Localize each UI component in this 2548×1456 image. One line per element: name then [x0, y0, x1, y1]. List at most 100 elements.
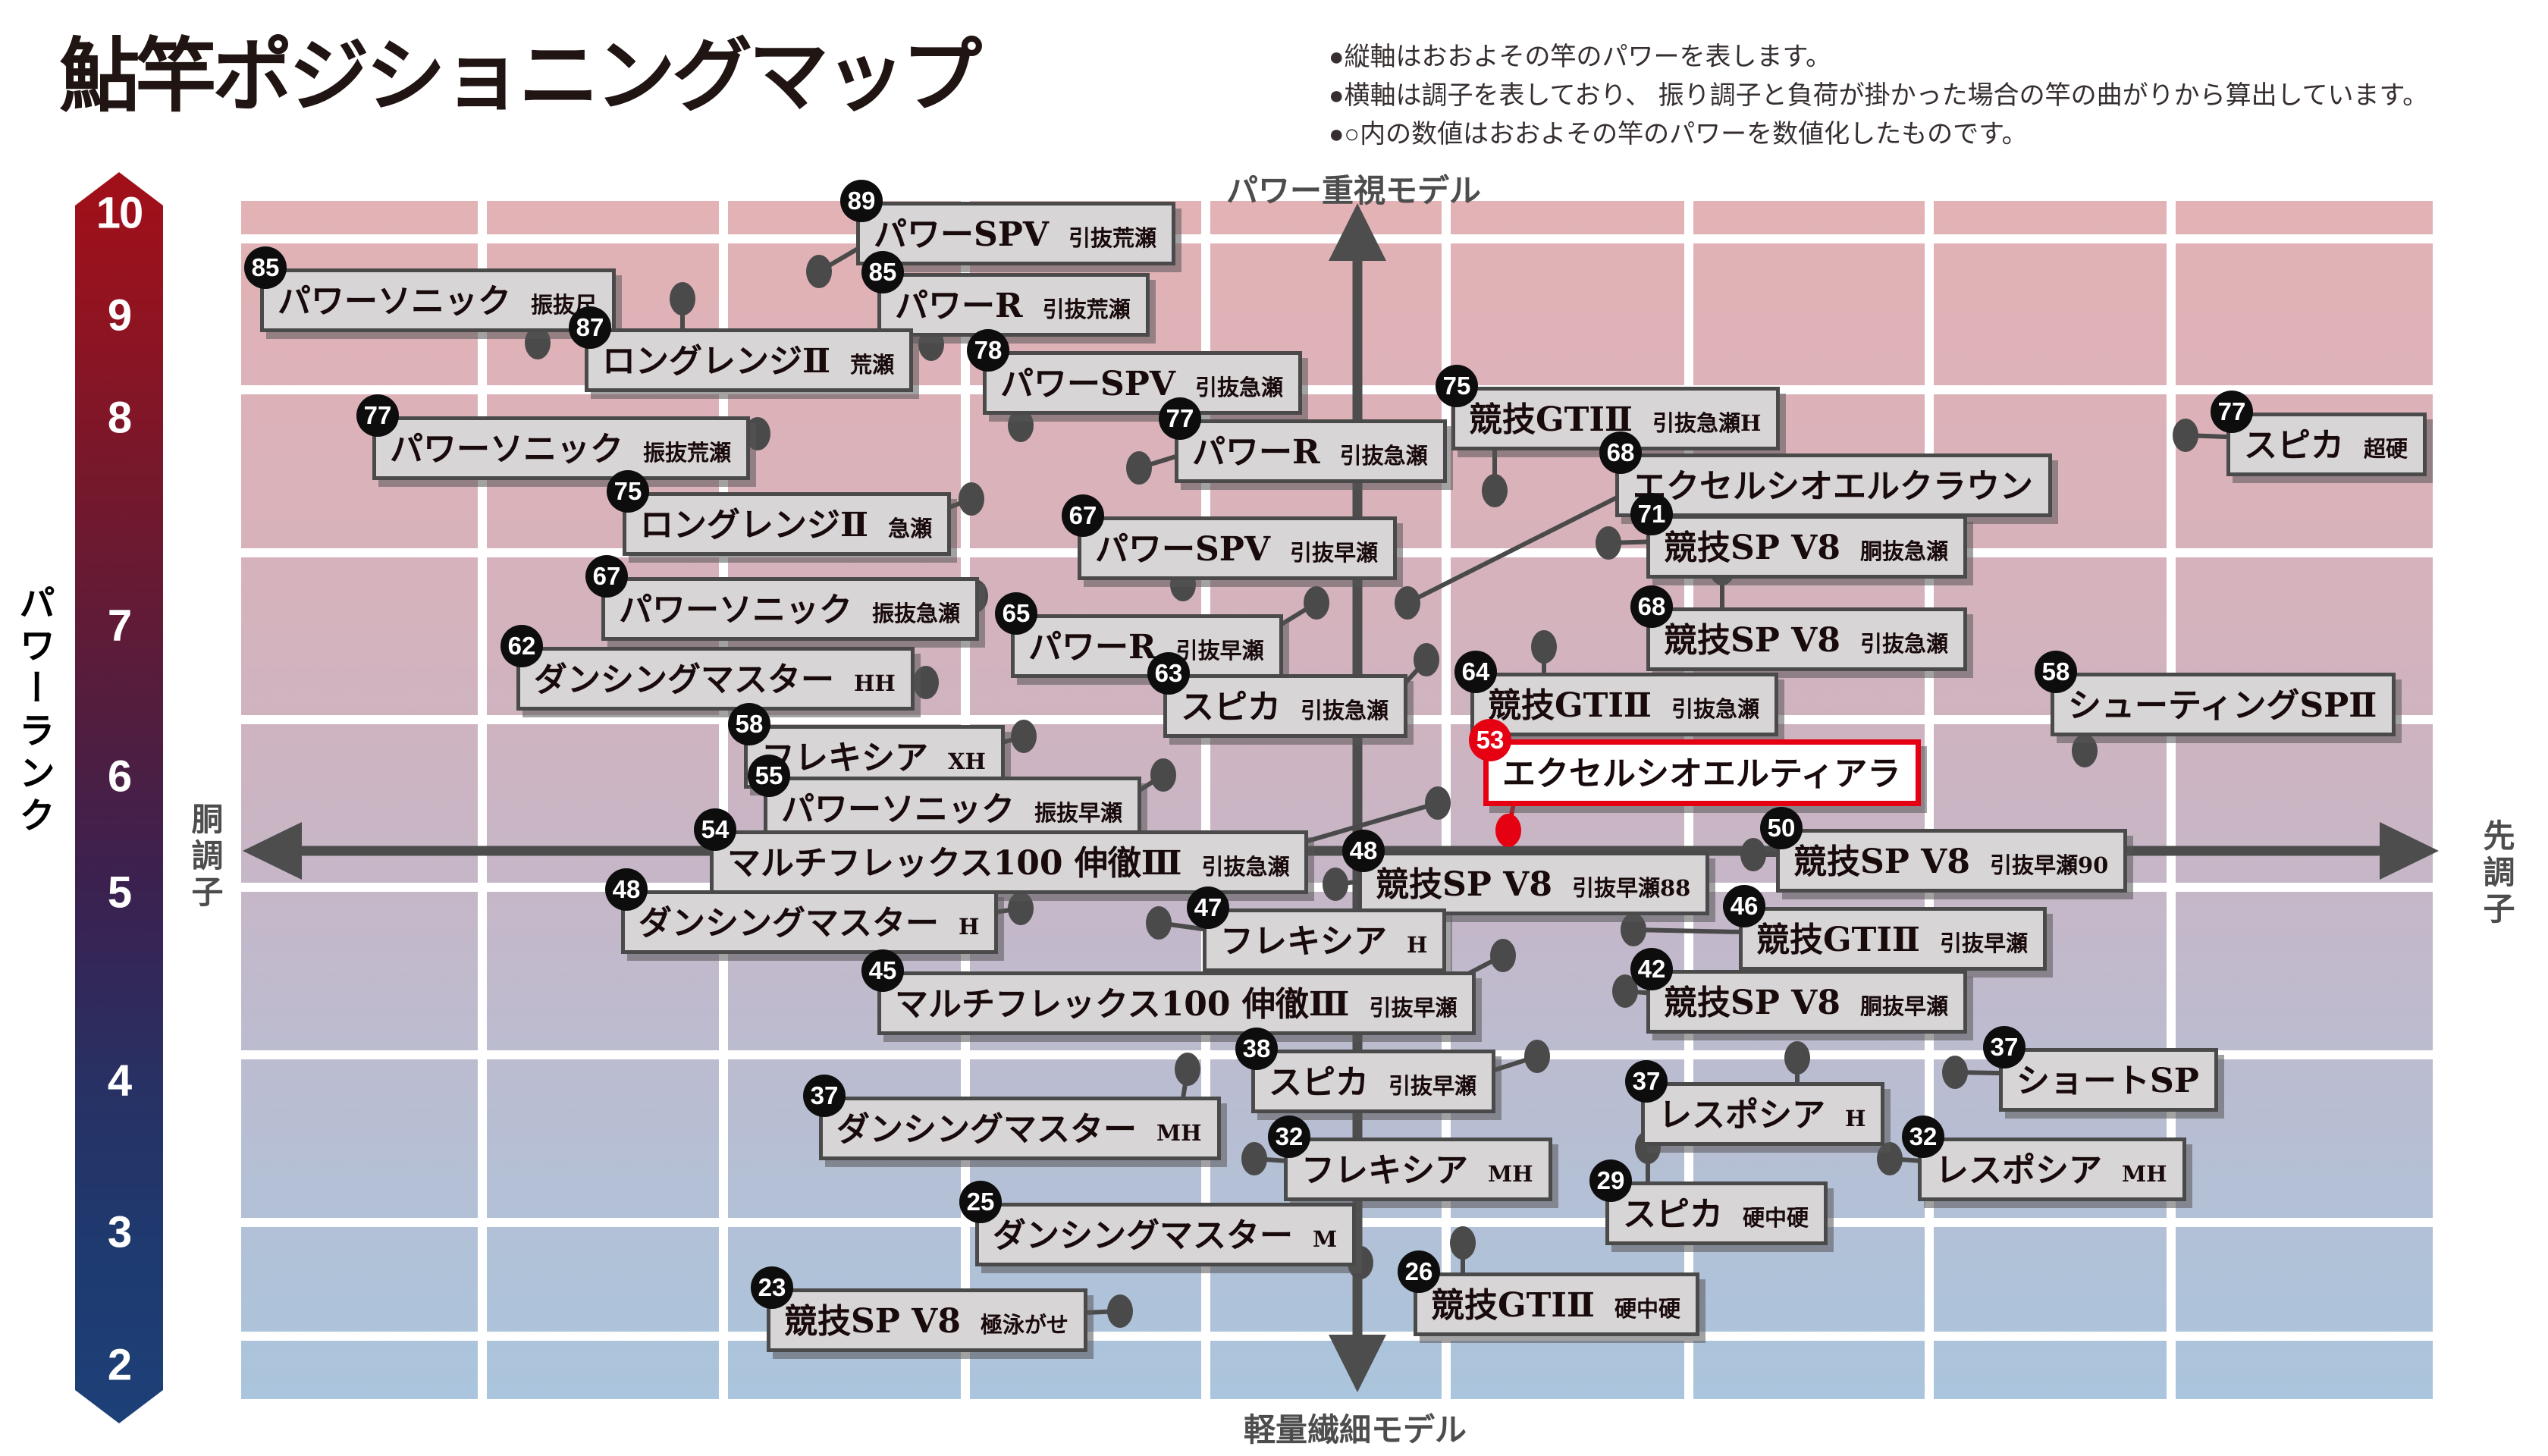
- power-rank-bar: 10 9 8 7 6 5 4 3 2: [75, 172, 163, 1423]
- rank-tick: 7: [107, 601, 132, 651]
- rank-tick: 5: [107, 868, 132, 918]
- data-point-dot: [1146, 906, 1172, 940]
- rod-variant: 胴抜急瀬: [1859, 538, 1948, 564]
- data-point-dot: [1621, 913, 1646, 946]
- rod-variant: 引抜急瀬H: [1652, 410, 1762, 436]
- rod-name: 競技SP V8: [1664, 984, 1840, 1022]
- data-point-dot: [1304, 586, 1329, 620]
- rod-variant: 硬中硬: [1614, 1296, 1680, 1322]
- rod-name: 競技SP V8: [1793, 843, 1970, 881]
- rod-name: エクセルシオエルティアラ: [1502, 755, 1901, 793]
- power-badge: 50: [1760, 807, 1803, 849]
- rod-variant: M: [1313, 1226, 1338, 1252]
- connector-line: [1406, 477, 1655, 605]
- rod-variant: 引抜荒瀬: [1068, 225, 1157, 251]
- data-point-dot: [1126, 451, 1152, 485]
- rod-name: ダンシングマスター: [836, 1110, 1137, 1149]
- rod-variant: 振抜早瀬: [1034, 800, 1123, 826]
- rod-name: パワーソニック: [390, 430, 623, 469]
- data-point-dot: [670, 282, 695, 315]
- rod-label: 32 フレキシア MH: [1268, 1116, 1552, 1201]
- power-badge: 71: [1630, 493, 1673, 535]
- rod-name: 競技GTIⅡ: [1431, 1286, 1595, 1325]
- rod-label: 71 競技SP V8 胴抜急瀬: [1630, 493, 1967, 579]
- power-badge: 48: [605, 868, 648, 911]
- rod-variant: 引抜早瀬88: [1571, 875, 1691, 901]
- rod-name: レスポシア: [1658, 1096, 1825, 1134]
- rod-label: 55 パワーソニック 振抜早瀬: [748, 755, 1142, 840]
- power-rank-axis-label: パワーランク: [13, 584, 53, 839]
- rod-variant: 荒瀬: [850, 352, 895, 378]
- rod-label: 32 レスポシア MH: [1902, 1116, 2186, 1201]
- rod-label: 85 パワーR 引抜荒瀬: [861, 251, 1150, 337]
- rod-label: 23 競技SP V8 極泳がせ: [751, 1266, 1087, 1352]
- data-point-dot: [1414, 643, 1439, 676]
- power-badge: 65: [995, 592, 1037, 635]
- rod-label: 37 ショートSP: [1983, 1026, 2218, 1112]
- rank-tick: 6: [107, 752, 132, 802]
- rod-variant: 引抜急瀬: [1301, 698, 1389, 723]
- data-point-dot: [1450, 1226, 1476, 1260]
- rod-variant: 振抜荒瀬: [643, 440, 732, 466]
- rod-name: パワーR: [1028, 628, 1156, 667]
- data-point-dot: [1107, 1294, 1133, 1328]
- data-point-dot: [1425, 786, 1451, 820]
- rod-variant: H: [959, 914, 980, 940]
- rod-variant: MH: [1156, 1120, 1202, 1146]
- page-title: 鮎竿ポジショニングマップ: [59, 32, 982, 121]
- data-point-dot: [1482, 474, 1508, 507]
- rod-variant: 引抜早瀬: [1369, 995, 1458, 1021]
- rod-name: ロングレンジⅡ: [640, 506, 869, 544]
- rod-label: 67 パワーソニック 振抜急瀬: [585, 555, 980, 641]
- rod-name: 競技SP V8: [1664, 621, 1840, 660]
- axis-label-saki-choshi: 先調子: [2479, 819, 2515, 928]
- rod-name: シューティングSPⅡ: [2068, 686, 2377, 725]
- data-point-dot: [1323, 868, 1348, 901]
- rank-tick: 9: [107, 290, 132, 340]
- axis-label-do-choshi: 胴調子: [187, 802, 223, 912]
- rod-name: パワーSPV: [874, 215, 1049, 254]
- data-point-dot: [1008, 892, 1034, 925]
- rod-label: 75 ロングレンジⅡ 急瀬: [607, 470, 952, 556]
- data-point-dot: [1490, 939, 1516, 972]
- legend-notes: ●縦軸はおおよその竿のパワーを表します。 ●横軸は調子を表しており、 振り調子と…: [1329, 38, 2428, 154]
- rod-label: 48 ダンシングマスター H: [605, 868, 999, 954]
- data-point-dot: [1531, 630, 1557, 664]
- power-badge: 62: [500, 625, 543, 667]
- rod-label: 85 パワーソニック 振抜尺: [244, 246, 617, 332]
- data-point-dot: [1740, 838, 1766, 871]
- data-point-dot: [913, 666, 939, 699]
- rod-name: フレキシア: [1301, 1151, 1468, 1190]
- power-badge: 38: [1235, 1028, 1278, 1070]
- rod-variant: 引抜急瀬: [1339, 443, 1428, 469]
- rod-variant: 引抜早瀬: [1290, 540, 1379, 566]
- note-circle-values: ●○内の数値はおおよその竿のパワーを数値化したものです。: [1329, 120, 2028, 149]
- data-point-dot: [1395, 586, 1420, 620]
- rank-tick: 2: [107, 1340, 132, 1390]
- rod-name: レスポシア: [1935, 1151, 2102, 1190]
- rank-tick: 8: [107, 393, 132, 443]
- arrowhead-up-icon: [1329, 203, 1386, 261]
- rod-label: 67 パワーSPV 引抜早瀬: [1062, 494, 1398, 580]
- note-horizontal-axis: ●横軸は調子を表しており、 振り調子と負荷が掛かった場合の竿の曲がりから算出して…: [1329, 81, 2429, 110]
- rod-variant: 硬中硬: [1743, 1205, 1809, 1231]
- axis-label-light-model: 軽量繊細モデル: [1244, 1412, 1467, 1448]
- gridline-v: [478, 201, 487, 1399]
- rod-name: パワーSPV: [1000, 365, 1175, 403]
- gridline-h: [241, 234, 2433, 243]
- rod-name: 競技SP V8: [1664, 529, 1840, 567]
- rod-label: 50 競技SP V8 引抜早瀬90: [1760, 807, 2128, 893]
- rod-label: 54 マルチフレックス100 伸徹Ⅲ 引抜急瀬: [694, 808, 1309, 894]
- rod-variant: 急瀬: [888, 516, 933, 541]
- rod-variant: 引抜早瀬: [1175, 638, 1264, 664]
- rod-variant: 引抜急瀬: [1671, 696, 1759, 722]
- power-badge: 78: [967, 329, 1009, 372]
- power-badge: 47: [1187, 886, 1229, 929]
- rod-name: フレキシア: [1220, 922, 1387, 961]
- data-point-dot: [1596, 526, 1621, 560]
- power-badge: 63: [1147, 652, 1190, 695]
- rod-label: 62 ダンシングマスター HH: [500, 625, 915, 711]
- rod-variant: 引抜急瀬: [1859, 631, 1948, 657]
- rod-variant: 胴抜早瀬: [1859, 993, 1948, 1019]
- rod-label: 78 パワーSPV 引抜急瀬: [967, 329, 1303, 415]
